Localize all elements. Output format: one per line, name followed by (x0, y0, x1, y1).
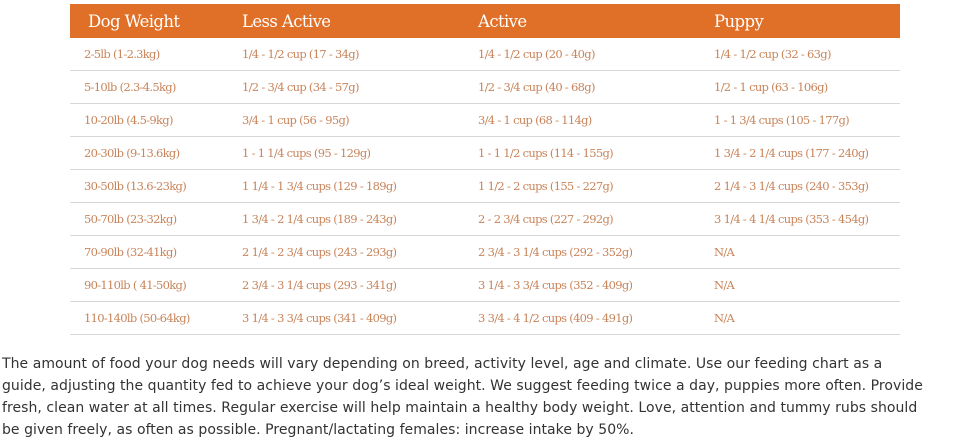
cell-less-active: 2 1/4 - 2 3/4 cups (243 - 293g) (242, 245, 397, 259)
table-row: 2-5lb (1-2.3kg) 1/4 - 1/2 cup (17 - 34g) 1… (70, 38, 900, 71)
cell-puppy: 1/4 - 1/2 cup (32 - 63g) (714, 47, 831, 61)
cell-active: 3 1/4 - 3 3/4 cups (352 - 409g) (478, 278, 633, 292)
cell-puppy: N/A (714, 245, 735, 259)
table-row: 70-90lb (32-41kg) 2 1/4 - 2 3/4 cups (243… (70, 236, 900, 269)
header-less-active: Less Active (242, 11, 331, 31)
cell-less-active: 1 1/4 - 1 3/4 cups (129 - 189g) (242, 179, 397, 193)
cell-less-active: 1/4 - 1/2 cup (17 - 34g) (242, 47, 359, 61)
cell-less-active: 1 - 1 1/4 cups (95 - 129g) (242, 146, 371, 160)
table-header: Dog Weight Less Active Active Puppy (70, 4, 900, 38)
cell-less-active: 1 3/4 - 2 1/4 cups (189 - 243g) (242, 212, 397, 226)
cell-active: 2 - 2 3/4 cups (227 - 292g) (478, 212, 614, 226)
cell-active: 2 3/4 - 3 1/4 cups (292 - 352g) (478, 245, 633, 259)
cell-puppy: 3 1/4 - 4 1/4 cups (353 - 454g) (714, 212, 869, 226)
feeding-guidance-text: The amount of food your dog needs will v… (2, 356, 923, 438)
cell-puppy: N/A (714, 311, 735, 325)
cell-puppy: 1 3/4 - 2 1/4 cups (177 - 240g) (714, 146, 869, 160)
cell-dog-weight: 20-30lb (9-13.6kg) (84, 146, 180, 160)
feeding-chart-table: Dog Weight Less Active Active Puppy 2-5l… (70, 4, 900, 335)
table-row: 5-10lb (2.3-4.5kg) 1/2 - 3/4 cup (34 - 57… (70, 71, 900, 104)
cell-less-active: 3 1/4 - 3 3/4 cups (341 - 409g) (242, 311, 397, 325)
cell-dog-weight: 10-20lb (4.5-9kg) (84, 113, 173, 127)
table-row: 50-70lb (23-32kg) 1 3/4 - 2 1/4 cups (189… (70, 203, 900, 236)
cell-dog-weight: 90-110lb ( 41-50kg) (84, 278, 187, 292)
cell-less-active: 2 3/4 - 3 1/4 cups (293 - 341g) (242, 278, 397, 292)
cell-puppy: 1/2 - 1 cup (63 - 106g) (714, 80, 828, 94)
table-row: 30-50lb (13.6-23kg) 1 1/4 - 1 3/4 cups (1… (70, 170, 900, 203)
cell-dog-weight: 30-50lb (13.6-23kg) (84, 179, 187, 193)
cell-active: 3 3/4 - 4 1/2 cups (409 - 491g) (478, 311, 633, 325)
cell-active: 1 - 1 1/2 cups (114 - 155g) (478, 146, 614, 160)
cell-active: 1/4 - 1/2 cup (20 - 40g) (478, 47, 595, 61)
table-row: 110-140lb (50-64kg) 3 1/4 - 3 3/4 cups (3… (70, 302, 900, 335)
cell-dog-weight: 5-10lb (2.3-4.5kg) (84, 80, 176, 94)
header-puppy: Puppy (714, 11, 764, 31)
table-row: 90-110lb ( 41-50kg) 2 3/4 - 3 1/4 cups (2… (70, 269, 900, 302)
cell-puppy: 2 1/4 - 3 1/4 cups (240 - 353g) (714, 179, 869, 193)
cell-dog-weight: 70-90lb (32-41kg) (84, 245, 177, 259)
header-active: Active (478, 11, 527, 31)
cell-less-active: 3/4 - 1 cup (56 - 95g) (242, 113, 350, 127)
cell-dog-weight: 2-5lb (1-2.3kg) (84, 47, 160, 61)
cell-dog-weight: 50-70lb (23-32kg) (84, 212, 177, 226)
table-row: 20-30lb (9-13.6kg) 1 - 1 1/4 cups (95 - 1… (70, 137, 900, 170)
cell-puppy: 1 - 1 3/4 cups (105 - 177g) (714, 113, 850, 127)
header-dog-weight: Dog Weight (88, 11, 180, 31)
cell-dog-weight: 110-140lb (50-64kg) (84, 311, 190, 325)
cell-active: 1 1/2 - 2 cups (155 - 227g) (478, 179, 614, 193)
cell-active: 3/4 - 1 cup (68 - 114g) (478, 113, 592, 127)
cell-puppy: N/A (714, 278, 735, 292)
cell-active: 1/2 - 3/4 cup (40 - 68g) (478, 80, 595, 94)
table-row: 10-20lb (4.5-9kg) 3/4 - 1 cup (56 - 95g) 3… (70, 104, 900, 137)
cell-less-active: 1/2 - 3/4 cup (34 - 57g) (242, 80, 359, 94)
